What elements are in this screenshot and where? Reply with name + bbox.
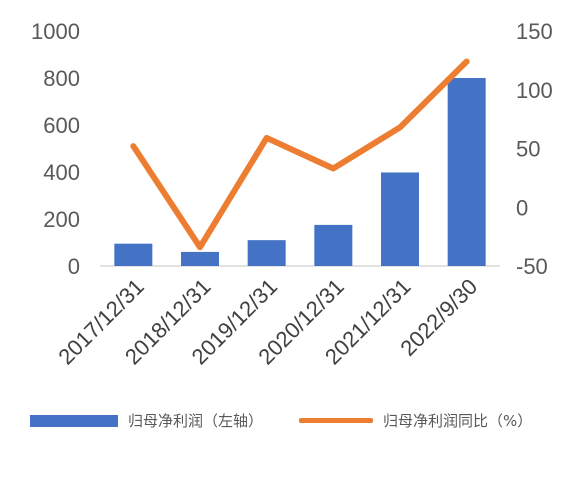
left-tick-label: 800 — [43, 66, 80, 91]
left-tick-label: 600 — [43, 113, 80, 138]
legend-bar-swatch — [30, 414, 118, 427]
bar — [381, 172, 419, 266]
bar — [181, 251, 219, 266]
bar — [447, 78, 486, 266]
bar — [247, 240, 286, 266]
left-axis-ticks: 0 200 400 600 800 1000 — [31, 19, 80, 279]
legend-line-swatch — [299, 418, 374, 423]
line-series — [130, 58, 470, 251]
right-axis-ticks: -50 0 50 100 150 — [516, 19, 553, 279]
left-tick-label: 200 — [43, 207, 80, 232]
bar — [314, 224, 353, 266]
legend-bar-label: 归母净利润（左轴） — [128, 412, 264, 430]
right-tick-label: -50 — [516, 254, 548, 279]
legend: 归母净利润（左轴） 归母净利润同比（%） — [30, 410, 532, 431]
right-tick-label: 150 — [516, 19, 553, 44]
left-tick-label: 1000 — [31, 19, 80, 44]
right-tick-label: 50 — [516, 137, 540, 162]
bar — [114, 243, 153, 266]
category-labels: 2017/12/312018/12/312019/12/312020/12/31… — [53, 274, 482, 370]
legend-item-bar: 归母净利润（左轴） — [30, 410, 263, 431]
left-tick-label: 0 — [68, 254, 80, 279]
right-tick-label: 100 — [516, 78, 553, 103]
bar-series — [114, 78, 486, 266]
right-tick-label: 0 — [516, 195, 528, 220]
legend-item-line: 归母净利润同比（%） — [299, 410, 532, 431]
legend-line-label: 归母净利润同比（%） — [383, 412, 533, 430]
left-tick-label: 400 — [43, 160, 80, 185]
